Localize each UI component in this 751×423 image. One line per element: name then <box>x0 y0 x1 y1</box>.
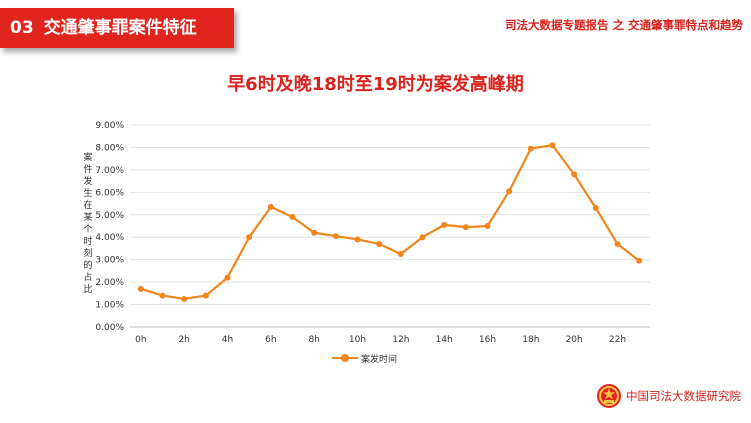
section-header: 03 交通肇事罪案件特征 <box>0 8 234 48</box>
chart-series <box>137 142 643 302</box>
section-title: 交通肇事罪案件特征 <box>43 18 197 38</box>
data-point <box>636 257 643 264</box>
x-tick-label: 2h <box>178 335 189 345</box>
data-point <box>376 240 383 247</box>
data-point <box>592 205 599 212</box>
data-point <box>159 292 166 299</box>
x-tick-label: 12h <box>392 335 409 345</box>
data-point <box>311 229 318 236</box>
data-point <box>441 221 448 228</box>
x-tick-label: 14h <box>436 335 453 345</box>
data-point <box>267 203 274 210</box>
y-axis-label: 案件发生在某个时刻的占比 <box>83 153 93 295</box>
section-number: 03 <box>10 18 34 38</box>
data-point <box>289 214 296 221</box>
data-point <box>332 233 339 240</box>
x-tick-label: 0h <box>135 335 146 345</box>
series-line <box>140 144 640 301</box>
data-point <box>397 251 404 258</box>
report-title: 司法大数据专题报告 之 交通肇事罪特点和趋势 <box>504 18 743 32</box>
data-point <box>419 234 426 241</box>
data-point <box>246 234 253 241</box>
x-tick-label: 10h <box>349 335 366 345</box>
data-point <box>354 236 361 243</box>
x-tick-label: 8h <box>308 335 319 345</box>
y-tick-label: 4.00% <box>95 233 124 243</box>
chart-legend: 案发时间 <box>332 351 397 365</box>
x-tick-label: 16h <box>479 335 496 345</box>
x-tick-label: 20h <box>566 335 583 345</box>
data-point <box>202 292 209 299</box>
footer: 中国司法大数据研究院 <box>596 383 741 409</box>
data-point <box>484 223 491 229</box>
y-tick-label: 0.00% <box>95 323 124 333</box>
y-tick-label: 2.00% <box>95 278 124 288</box>
national-emblem-icon <box>597 384 621 408</box>
x-tick-label: 6h <box>265 335 276 345</box>
data-point <box>571 171 578 178</box>
data-point <box>614 240 621 247</box>
data-point <box>181 295 188 302</box>
y-tick-label: 8.00% <box>95 143 124 153</box>
data-point <box>527 145 534 152</box>
y-tick-label: 3.00% <box>95 256 124 266</box>
data-point <box>137 285 144 292</box>
data-point <box>506 188 513 195</box>
y-tick-label: 7.00% <box>95 166 124 176</box>
chart-gridlines <box>130 124 650 328</box>
y-tick-labels: 0.00% 1.00% 2.00% 3.00% 4.00% 5.00% 6.00% 7.00%… <box>95 121 124 333</box>
y-tick-label: 5.00% <box>95 211 124 221</box>
legend-marker <box>332 351 358 365</box>
y-tick-label: 6.00% <box>95 188 124 198</box>
x-tick-label: 18h <box>522 335 539 345</box>
x-tick-label: 22h <box>609 335 626 345</box>
x-tick-label: 4h <box>222 335 233 345</box>
data-point <box>462 224 469 231</box>
data-point <box>549 142 556 149</box>
footer-org: 中国司法大数据研究院 <box>626 389 741 403</box>
y-tick-label: 1.00% <box>95 301 124 311</box>
y-tick-label: 9.00% <box>95 121 124 131</box>
data-point <box>224 274 231 281</box>
chart-title: 早6时及晚18时至19时为案发高峰期 <box>227 74 524 95</box>
legend-label: 案发时间 <box>361 354 398 365</box>
x-tick-labels: 0h 2h 4h 6h 8h 10h 12h 14h 16h 18h 20h 22h <box>135 335 626 345</box>
section-header-text: 03 交通肇事罪案件特征 <box>10 8 197 48</box>
